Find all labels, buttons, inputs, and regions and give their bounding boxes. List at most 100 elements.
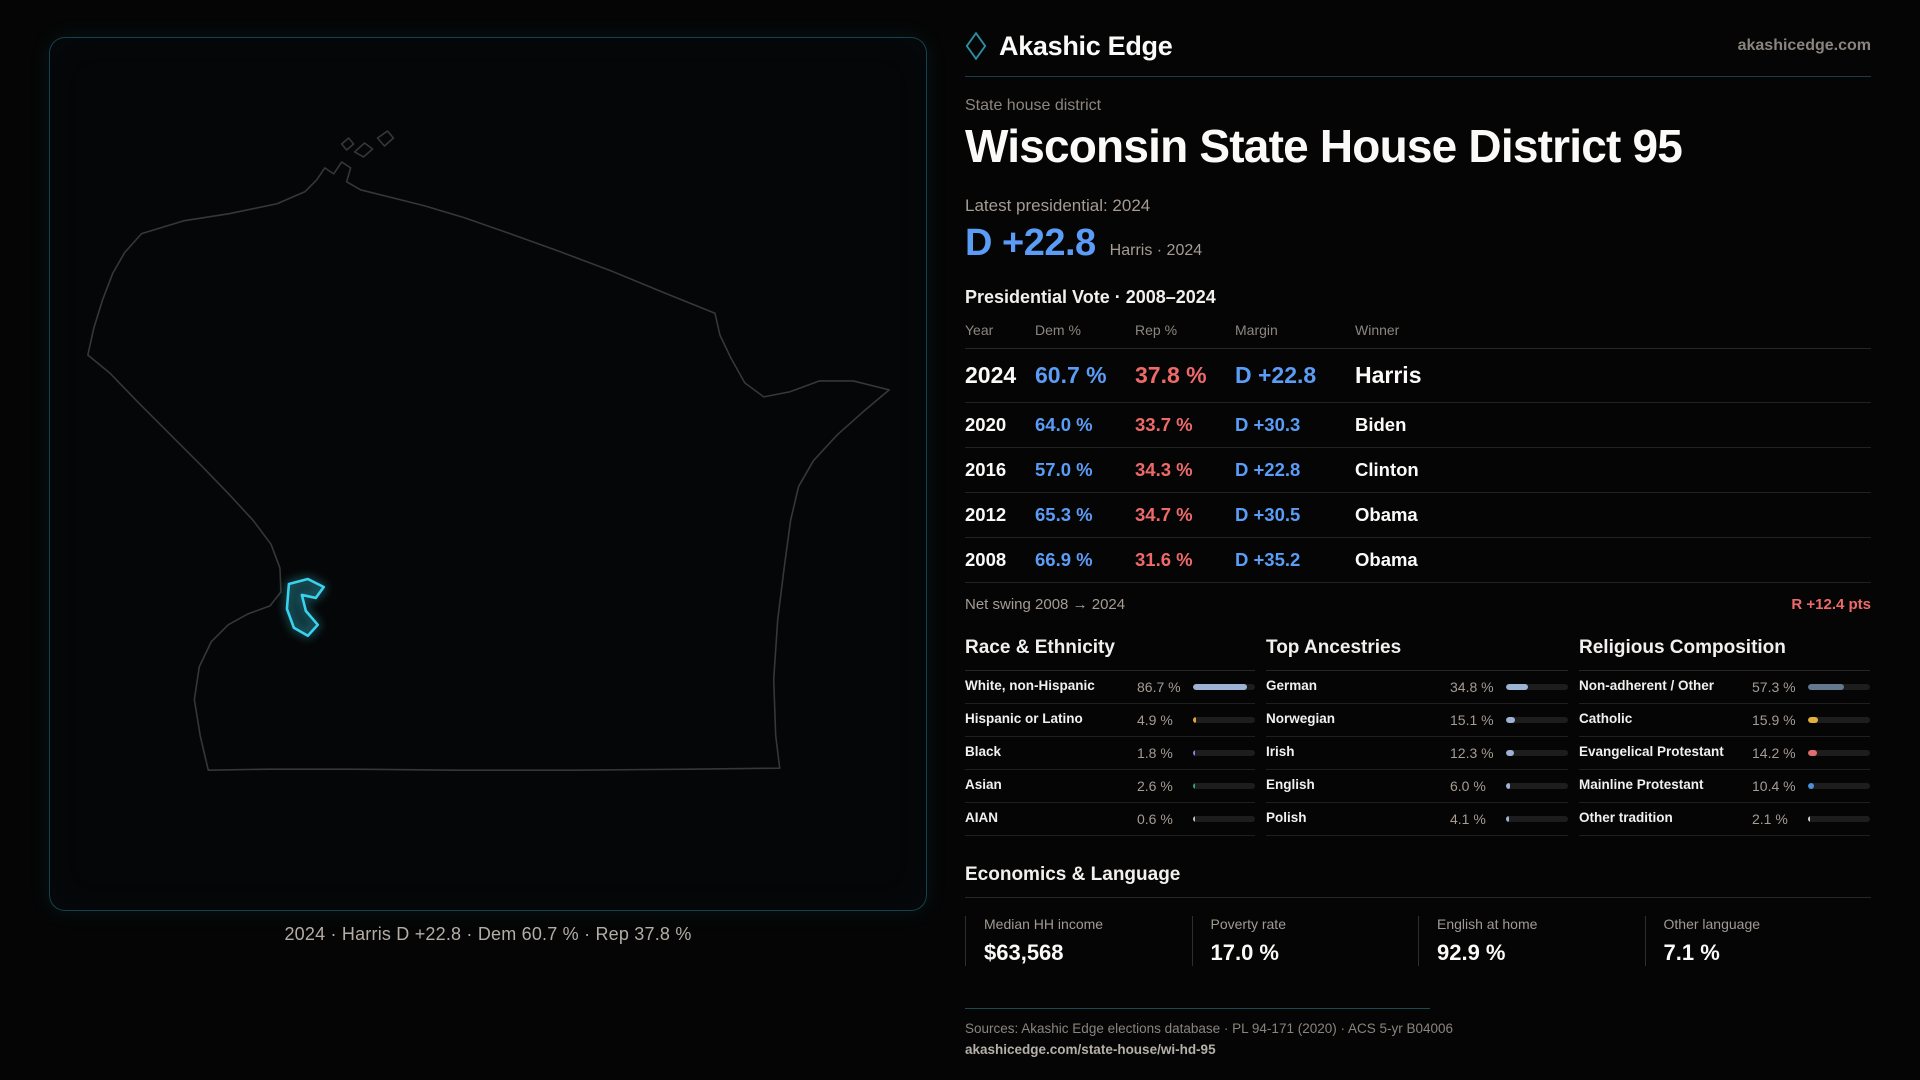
demo-bar (1808, 683, 1870, 690)
col-margin: Margin (1235, 321, 1278, 338)
list-item: Catholic 15.9 % (1579, 704, 1870, 737)
net-swing-label: Net swing 2008 → 2024 (965, 595, 1126, 613)
religious-composition-list: Non-adherent / Other 57.3 % Catholic 15.9 %… (1579, 671, 1870, 836)
demo-value: 15.9 % (1752, 711, 1796, 728)
demo-value: 4.1 % (1450, 810, 1486, 827)
table-row: 2012 65.3 % 34.7 % D +30.5 Obama (965, 493, 1871, 538)
cell-rep: 34.3 % (1135, 458, 1193, 480)
brand-name: Akashic Edge (999, 30, 1173, 61)
demo-bar (1193, 782, 1255, 789)
demo-value: 12.3 % (1450, 744, 1494, 761)
economics-language-section: Economics & Language Median HH income $63… (965, 864, 1871, 966)
list-item: Other tradition 2.1 % (1579, 803, 1870, 836)
cell-rep: 31.6 % (1135, 548, 1193, 570)
demo-label: Polish (1266, 810, 1307, 826)
demo-bar (1506, 749, 1568, 756)
demo-label: Black (965, 744, 1002, 760)
top-ancestries-title: Top Ancestries (1266, 637, 1568, 671)
wisconsin-map (87, 130, 890, 771)
top-ancestries-section: Top Ancestries German 34.8 % Norwegian 15.1… (1266, 637, 1568, 836)
wisconsin-outline (87, 161, 890, 771)
district-95-shape[interactable] (285, 577, 326, 638)
headline-margin-value: D +22.8 (965, 221, 1096, 264)
col-dem: Dem % (1035, 321, 1081, 338)
list-item: Mainline Protestant 10.4 % (1579, 770, 1870, 803)
vote-table: Year Dem % Rep % Margin Winner 2024 60.7 … (965, 322, 1871, 583)
demo-bar-fill (1506, 815, 1509, 822)
cell-margin: D +22.8 (1235, 361, 1317, 388)
list-item: English 6.0 % (1266, 770, 1568, 803)
stat-value: $63,568 (984, 939, 1064, 965)
demo-label: Catholic (1579, 711, 1633, 727)
demographics-grid: Race & Ethnicity White, non-Hispanic 86.7… (965, 637, 1871, 836)
demo-bar (1506, 683, 1568, 690)
cell-rep: 37.8 % (1135, 361, 1207, 388)
demo-bar-fill (1808, 815, 1810, 822)
vote-table-title: Presidential Vote · 2008–2024 (965, 286, 1216, 307)
demo-bar-fill (1506, 749, 1514, 756)
net-swing-value: R +12.4 pts (1791, 595, 1871, 613)
demo-bar-fill (1193, 716, 1197, 723)
list-item: Irish 12.3 % (1266, 737, 1568, 770)
table-row: 2020 64.0 % 33.7 % D +30.3 Biden (965, 403, 1871, 448)
apostle-islands-outline (340, 130, 395, 158)
demo-bar (1808, 782, 1870, 789)
list-item: Black 1.8 % (965, 737, 1255, 770)
list-item: White, non-Hispanic 86.7 % (965, 671, 1255, 704)
header-divider (965, 76, 1871, 77)
list-item: Polish 4.1 % (1266, 803, 1568, 836)
col-winner: Winner (1355, 321, 1400, 338)
vote-table-body: 2024 60.7 % 37.8 % D +22.8 Harris 2020 64.0 % 3… (965, 349, 1871, 583)
demo-label: Non-adherent / Other (1579, 678, 1715, 694)
cell-dem: 57.0 % (1035, 458, 1093, 480)
list-item: AIAN 0.6 % (965, 803, 1255, 836)
table-row: 2024 60.7 % 37.8 % D +22.8 Harris (965, 349, 1871, 403)
stat-label: Other language (1663, 915, 1761, 932)
page-title: Wisconsin State House District 95 (965, 120, 1683, 172)
demo-label: German (1266, 678, 1318, 694)
demo-bar-fill (1193, 782, 1195, 789)
demo-value: 2.1 % (1752, 810, 1788, 827)
race-ethnicity-title: Race & Ethnicity (965, 637, 1255, 671)
permalink[interactable]: akashicedge.com/state-house/wi-hd-95 (965, 1041, 1216, 1057)
list-item: Norwegian 15.1 % (1266, 704, 1568, 737)
demo-bar (1193, 716, 1255, 723)
table-row: 2008 66.9 % 31.6 % D +35.2 Obama (965, 538, 1871, 583)
sources-text: Sources: Akashic Edge elections database… (965, 1020, 1454, 1036)
demo-bar (1808, 815, 1870, 822)
demo-bar-fill (1506, 782, 1510, 789)
demo-value: 86.7 % (1137, 678, 1181, 695)
demo-bar-fill (1506, 716, 1516, 723)
demo-value: 1.8 % (1137, 744, 1173, 761)
stat-block: English at home 92.9 % (1418, 915, 1645, 966)
demo-value: 4.9 % (1137, 711, 1173, 728)
race-ethnicity-section: Race & Ethnicity White, non-Hispanic 86.7… (965, 637, 1255, 836)
cell-year: 2012 (965, 503, 1007, 525)
stat-block: Other language 7.1 % (1644, 915, 1872, 966)
cell-margin: D +30.3 (1235, 413, 1301, 435)
latest-presidential-label: Latest presidential: 2024 (965, 195, 1151, 215)
economics-language-title: Economics & Language (965, 864, 1871, 898)
cell-winner: Obama (1355, 503, 1418, 525)
cell-dem: 66.9 % (1035, 548, 1093, 570)
cell-winner: Clinton (1355, 458, 1419, 480)
cell-winner: Obama (1355, 548, 1418, 570)
list-item: Asian 2.6 % (965, 770, 1255, 803)
stat-value: 92.9 % (1437, 939, 1506, 965)
cell-year: 2016 (965, 458, 1007, 480)
diamond-logo-icon (965, 31, 987, 61)
economics-stats: Median HH income $63,568 Poverty rate 17.0 … (965, 915, 1872, 966)
stat-label: Poverty rate (1210, 915, 1286, 932)
brand-site-link[interactable]: akashicedge.com (1737, 37, 1871, 54)
demo-bar (1808, 716, 1870, 723)
col-year: Year (965, 321, 994, 338)
demo-bar-fill (1808, 683, 1844, 690)
demo-value: 34.8 % (1450, 678, 1494, 695)
stat-block: Poverty rate 17.0 % (1191, 915, 1419, 966)
demo-bar (1808, 749, 1870, 756)
list-item: Hispanic or Latino 4.9 % (965, 704, 1255, 737)
demo-label: White, non-Hispanic (965, 678, 1095, 694)
list-item: German 34.8 % (1266, 671, 1568, 704)
kicker: State house district (965, 97, 1102, 114)
